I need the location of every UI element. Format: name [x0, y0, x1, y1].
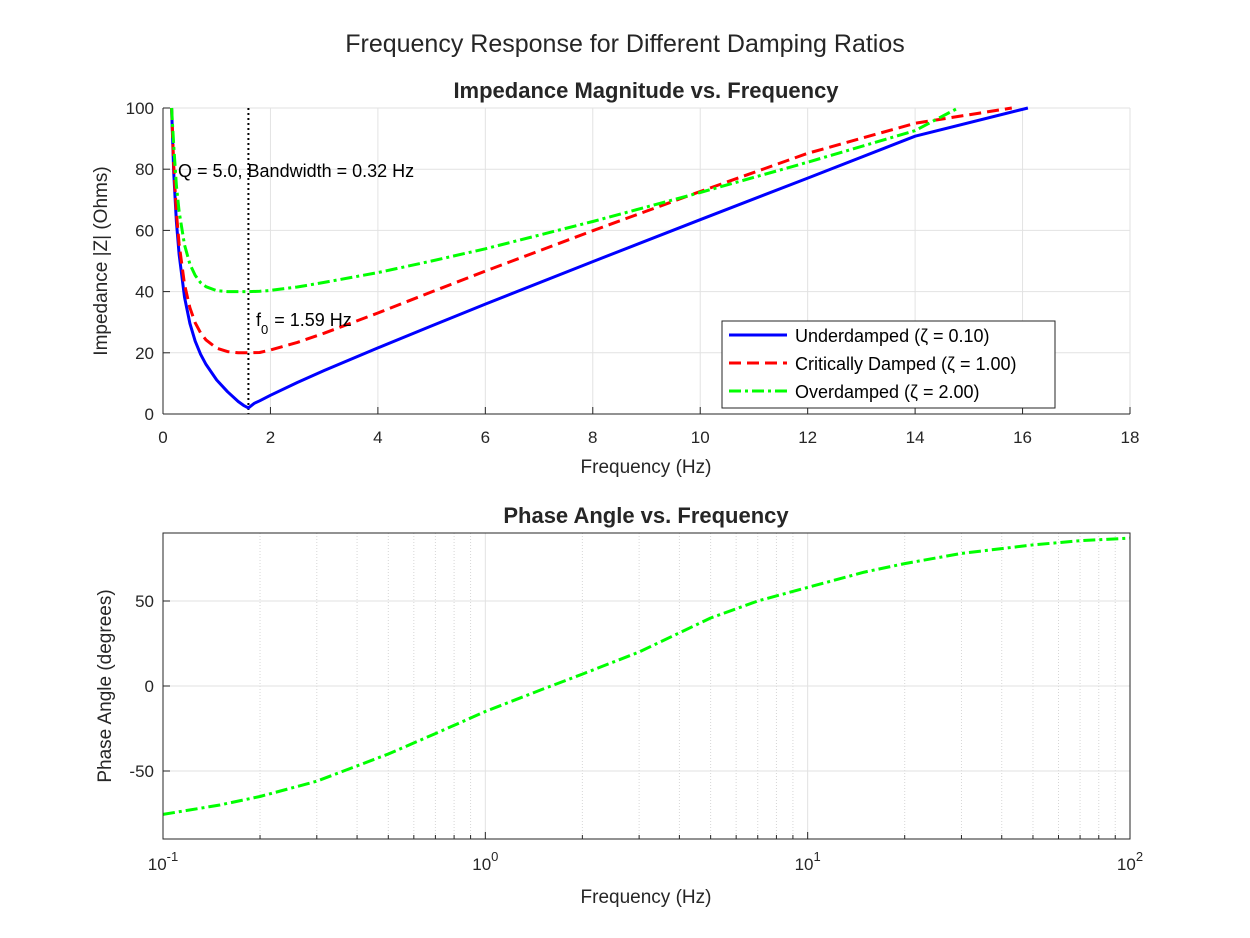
phase-y-axis-label: Phase Angle (degrees)	[95, 589, 116, 782]
impedance-y-tick-label: 100	[126, 99, 154, 118]
phase-axes-frame	[162, 532, 1131, 840]
legend-label-critically-damped: Critically Damped (ζ = 1.00)	[795, 354, 1017, 374]
impedance-x-tick-label: 10	[691, 428, 710, 447]
phase-x-tick-label: 100	[472, 849, 498, 874]
underdamped-curve	[170, 106, 1029, 410]
impedance-y-tick-label: 40	[135, 283, 154, 302]
impedance-y-tick-label: 0	[145, 405, 154, 424]
phase-plot-title: Phase Angle vs. Frequency	[503, 503, 789, 528]
impedance-x-tick-label: 8	[588, 428, 597, 447]
phase-x-tick-label: 101	[795, 849, 821, 874]
impedance-plot: 0 2 4 6 8 10 12 14 16 18 0 20 40 60 80 100 Impedance Ma…	[91, 78, 1139, 478]
impedance-y-tick-label: 20	[135, 344, 154, 363]
tick-base: 10	[148, 855, 167, 874]
impedance-x-tick-label: 4	[373, 428, 382, 447]
impedance-y-tick-label: 60	[135, 221, 154, 240]
phase-grid	[162, 533, 1131, 839]
impedance-y-axis-label: Impedance |Z| (Ohms)	[91, 166, 112, 355]
impedance-x-tick-label: 2	[266, 428, 275, 447]
tick-exponent: -1	[167, 849, 179, 864]
f0-value: = 1.59 Hz	[274, 310, 352, 330]
f0-symbol: f	[256, 310, 262, 330]
impedance-tick-labels: 0 2 4 6 8 10 12 14 16 18 0 20 40 60 80 100	[126, 99, 1140, 447]
tick-exponent: 2	[1136, 849, 1143, 864]
impedance-x-tick-label: 18	[1121, 428, 1140, 447]
impedance-y-tick-label: 80	[135, 160, 154, 179]
legend: Underdamped (ζ = 0.10) Critically Damped…	[721, 320, 1056, 409]
phase-x-tick-label: 10-1	[148, 849, 178, 874]
overdamped-curve	[170, 106, 959, 294]
impedance-x-tick-label: 6	[481, 428, 490, 447]
tick-exponent: 1	[814, 849, 821, 864]
phase-x-axis-label: Frequency (Hz)	[581, 887, 712, 908]
impedance-x-tick-label: 16	[1013, 428, 1032, 447]
f0-subscript: 0	[261, 322, 268, 337]
tick-base: 10	[795, 855, 814, 874]
impedance-x-axis-label: Frequency (Hz)	[581, 457, 712, 478]
phase-y-tick-label: -50	[129, 762, 154, 781]
impedance-lines	[170, 106, 1029, 414]
q-bandwidth-annotation: Q = 5.0, Bandwidth = 0.32 Hz	[178, 161, 414, 181]
impedance-x-tick-label: 0	[158, 428, 167, 447]
figure-title: Frequency Response for Different Damping…	[345, 30, 905, 58]
tick-base: 10	[472, 855, 491, 874]
legend-label-overdamped: Overdamped (ζ = 2.00)	[795, 382, 980, 402]
phase-axes-box	[162, 532, 1131, 840]
impedance-plot-title: Impedance Magnitude vs. Frequency	[453, 78, 839, 103]
impedance-axes-frame	[162, 107, 1131, 415]
legend-label-underdamped: Underdamped (ζ = 0.10)	[795, 326, 990, 346]
phase-y-tick-label: 50	[135, 592, 154, 611]
phase-x-tick-label: 102	[1117, 849, 1143, 874]
critically-damped-curve	[170, 106, 1013, 355]
tick-exponent: 0	[491, 849, 498, 864]
impedance-x-tick-label: 12	[798, 428, 817, 447]
tick-base: 10	[1117, 855, 1136, 874]
phase-y-tick-label: 0	[145, 677, 154, 696]
impedance-x-tick-label: 14	[906, 428, 925, 447]
f0-annotation: f0 = 1.59 Hz	[256, 310, 352, 337]
